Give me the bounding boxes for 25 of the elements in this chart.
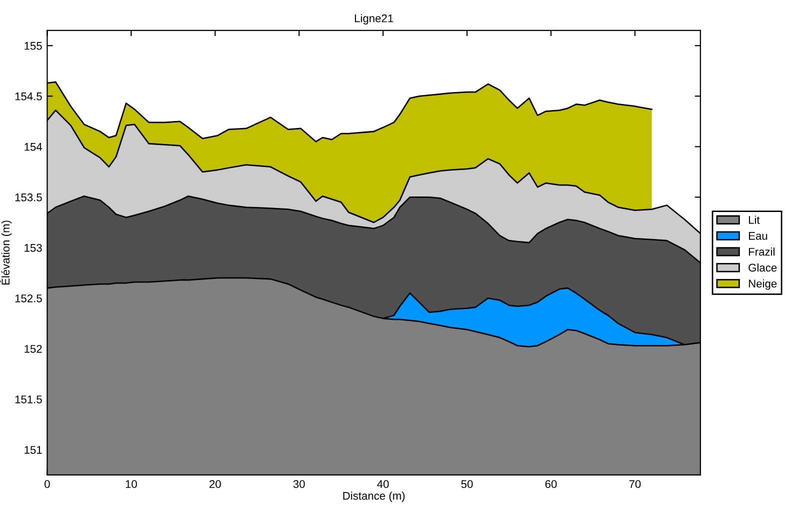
y-tick-label: 151.5 [15, 396, 42, 404]
legend-label: Lit [748, 216, 760, 224]
legend-label: Neige [748, 279, 777, 290]
y-tick-label: 152.5 [15, 294, 42, 302]
y-tick-label: 155 [24, 42, 42, 50]
x-tick-label: 70 [629, 480, 641, 488]
y-axis-title: Élévation (m) [0, 220, 12, 285]
x-tick-label: 20 [210, 480, 221, 488]
x-tick-label: 30 [293, 480, 305, 488]
x-tick-label: 40 [377, 480, 389, 488]
y-tick-label: 151 [24, 446, 42, 454]
x-axis-title: Distance (m) [343, 492, 405, 502]
y-tick-label: 153 [24, 244, 42, 252]
x-tick-label: 10 [126, 480, 137, 488]
x-tick-label: 0 [44, 480, 50, 488]
y-tick-label: 154 [24, 143, 42, 151]
legend-label: Eau [748, 232, 768, 240]
legend-label: Frazil [748, 248, 774, 256]
x-tick-label: 50 [461, 480, 473, 488]
y-tick-label: 153.5 [15, 193, 42, 202]
y-tick-label: 152 [24, 344, 42, 353]
y-tick-label: 154.5 [15, 92, 42, 100]
x-tick-label: 60 [545, 480, 557, 488]
chart-title: Ligne21 [354, 14, 394, 24]
legend-label: Glace [748, 263, 777, 272]
